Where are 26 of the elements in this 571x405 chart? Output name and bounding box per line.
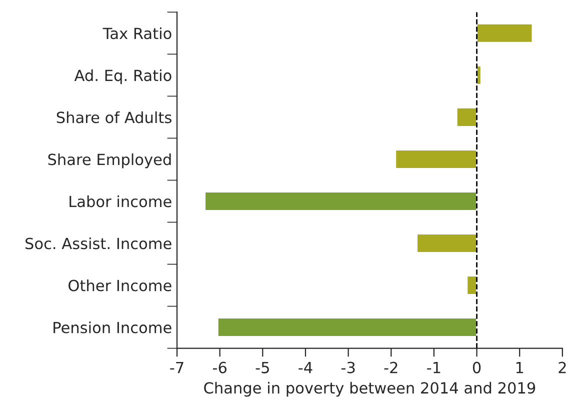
y-tick-label: Labor income	[70, 195, 172, 208]
bar	[204, 191, 478, 212]
bar	[456, 107, 478, 128]
bar	[476, 23, 534, 44]
y-tick-label: Share Employed	[48, 153, 171, 168]
x-axis-title: Change in poverty between 2014 and 2019	[204, 382, 536, 397]
bar	[394, 149, 478, 170]
bar	[217, 317, 478, 338]
x-tick-label: 2	[558, 362, 566, 374]
x-tick-label: 1	[516, 362, 524, 374]
bar	[416, 233, 478, 254]
y-tick-label: Other Income	[68, 279, 172, 292]
y-tick-label: Soc. Assist. Income	[26, 237, 172, 250]
y-tick-label: Share of Adults	[56, 111, 172, 124]
bar	[466, 275, 478, 296]
x-tick-label: -1	[427, 362, 440, 374]
x-tick-label: -4	[298, 362, 312, 374]
x-tick-label: -7	[170, 362, 184, 374]
x-tick-label: -3	[341, 362, 355, 374]
x-tick-label: 0	[472, 362, 481, 374]
y-tick-label: Tax Ratio	[102, 27, 172, 40]
x-tick-label: -6	[212, 362, 226, 374]
x-tick-label: -2	[384, 362, 398, 374]
y-tick-label: Pension Income	[54, 321, 172, 334]
y-tick-label: Ad. Eq. Ratio	[74, 69, 172, 84]
x-tick-label: -5	[256, 362, 269, 374]
